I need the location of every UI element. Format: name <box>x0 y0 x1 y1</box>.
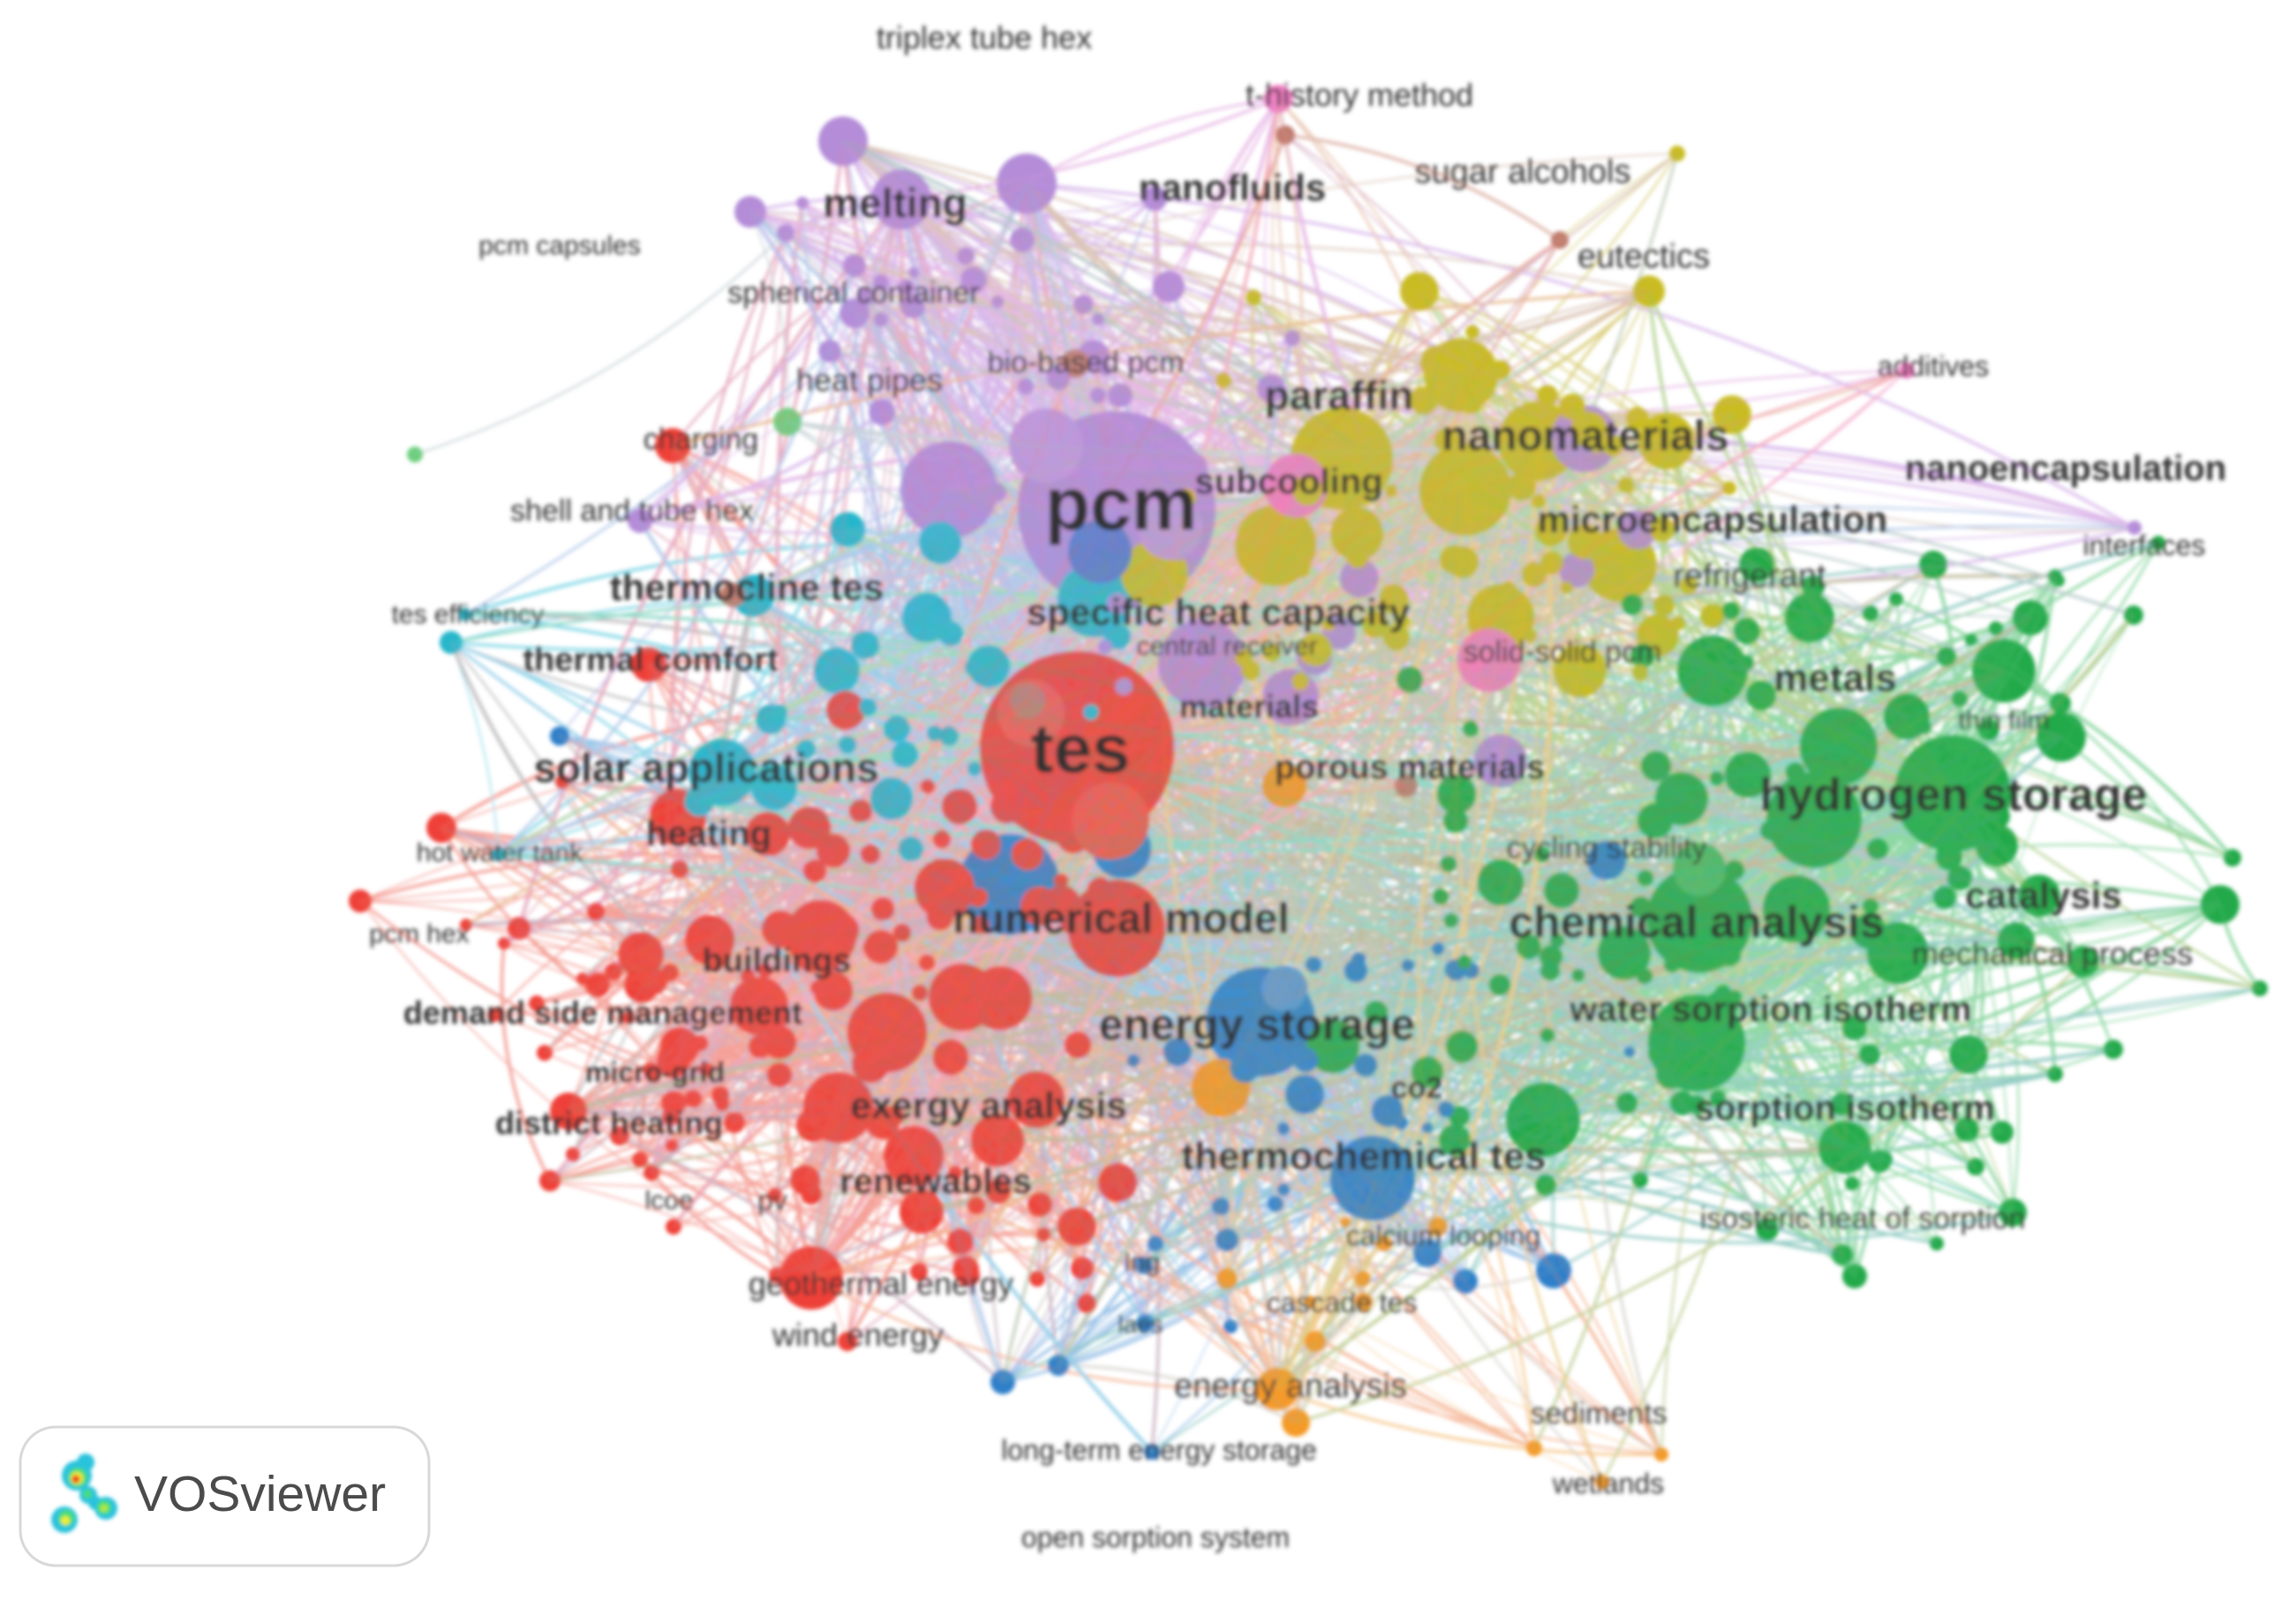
svg-text:open sorption system: open sorption system <box>1021 1521 1290 1553</box>
svg-text:pcm capsules: pcm capsules <box>478 231 640 260</box>
svg-text:demand side management: demand side management <box>403 995 802 1031</box>
svg-text:cycling stability: cycling stability <box>1507 831 1707 865</box>
svg-text:wind energy: wind energy <box>772 1317 944 1353</box>
svg-text:pcm: pcm <box>1045 462 1198 545</box>
svg-text:metals: metals <box>1773 657 1896 700</box>
svg-text:materials: materials <box>1179 688 1319 725</box>
svg-text:pcm hex: pcm hex <box>369 920 469 949</box>
svg-text:renewables: renewables <box>839 1162 1032 1201</box>
svg-text:geothermal energy: geothermal energy <box>749 1266 1013 1302</box>
svg-text:heating: heating <box>646 815 772 853</box>
svg-text:VOSviewer: VOSviewer <box>134 1466 386 1522</box>
svg-text:catalysis: catalysis <box>1965 875 2121 916</box>
svg-text:bio-based pcm: bio-based pcm <box>987 346 1184 379</box>
svg-text:solar applications: solar applications <box>533 745 878 791</box>
svg-text:lcoe: lcoe <box>644 1186 693 1215</box>
svg-text:thermal comfort: thermal comfort <box>523 642 779 679</box>
svg-text:water sorption isotherm: water sorption isotherm <box>1569 990 1972 1029</box>
svg-text:interfaces: interfaces <box>2083 530 2206 561</box>
svg-text:calcium looping: calcium looping <box>1346 1220 1541 1251</box>
svg-text:spherical container: spherical container <box>727 276 979 310</box>
svg-text:thin film: thin film <box>1958 706 2049 735</box>
svg-text:subcooling: subcooling <box>1194 462 1382 501</box>
svg-text:chemical analysis: chemical analysis <box>1509 898 1884 947</box>
svg-text:specific heat capacity: specific heat capacity <box>1027 591 1411 633</box>
svg-text:triplex tube hex: triplex tube hex <box>877 19 1092 56</box>
svg-text:porous materials: porous materials <box>1275 749 1545 786</box>
svg-text:tes: tes <box>1031 710 1131 787</box>
svg-text:numerical model: numerical model <box>952 896 1289 943</box>
svg-text:mechanical process: mechanical process <box>1912 935 2193 972</box>
svg-text:nanofluids: nanofluids <box>1139 167 1326 208</box>
svg-text:central receiver: central receiver <box>1136 632 1317 661</box>
svg-text:paraffin: paraffin <box>1265 372 1414 418</box>
svg-text:lng: lng <box>1125 1248 1160 1277</box>
svg-text:additives: additives <box>1878 350 1989 382</box>
svg-text:t-history method: t-history method <box>1246 77 1473 113</box>
svg-text:refrigerant: refrigerant <box>1673 558 1826 595</box>
svg-text:energy analysis: energy analysis <box>1174 1368 1407 1405</box>
svg-text:hydrogen storage: hydrogen storage <box>1759 770 2147 821</box>
svg-text:district heating: district heating <box>495 1105 723 1141</box>
svg-text:melting: melting <box>823 180 967 226</box>
svg-text:cascade tes: cascade tes <box>1267 1287 1418 1318</box>
svg-text:thermochemical tes: thermochemical tes <box>1181 1135 1546 1178</box>
svg-text:isosteric heat of sorption: isosteric heat of sorption <box>1700 1202 2026 1236</box>
svg-text:sugar alcohols: sugar alcohols <box>1414 154 1630 191</box>
svg-text:exergy analysis: exergy analysis <box>851 1085 1127 1126</box>
svg-text:sediments: sediments <box>1531 1397 1667 1431</box>
svg-text:shell and tube hex: shell and tube hex <box>510 494 754 528</box>
svg-text:wetlands: wetlands <box>1552 1468 1664 1499</box>
svg-text:laes: laes <box>1118 1311 1163 1338</box>
svg-text:co2: co2 <box>1391 1071 1443 1105</box>
svg-text:solid-solid pcm: solid-solid pcm <box>1464 635 1662 669</box>
svg-text:micro-grid: micro-grid <box>585 1056 725 1088</box>
svg-text:sorption isotherm: sorption isotherm <box>1695 1089 1995 1128</box>
svg-text:energy storage: energy storage <box>1099 1000 1415 1049</box>
svg-text:microencapsulation: microencapsulation <box>1538 499 1888 540</box>
svg-text:pv: pv <box>757 1184 787 1216</box>
svg-text:buildings: buildings <box>703 943 852 980</box>
svg-text:nanomaterials: nanomaterials <box>1442 413 1728 460</box>
svg-text:charging: charging <box>644 423 758 456</box>
svg-text:heat pipes: heat pipes <box>796 362 943 398</box>
svg-text:thermocline tes: thermocline tes <box>610 567 884 608</box>
svg-text:hot water tank: hot water tank <box>417 838 583 868</box>
svg-text:tes efficiency: tes efficiency <box>392 600 545 629</box>
svg-text:nanoencapsulation: nanoencapsulation <box>1905 449 2227 488</box>
svg-text:long-term energy storage: long-term energy storage <box>1001 1434 1317 1466</box>
svg-text:eutectics: eutectics <box>1577 238 1710 275</box>
